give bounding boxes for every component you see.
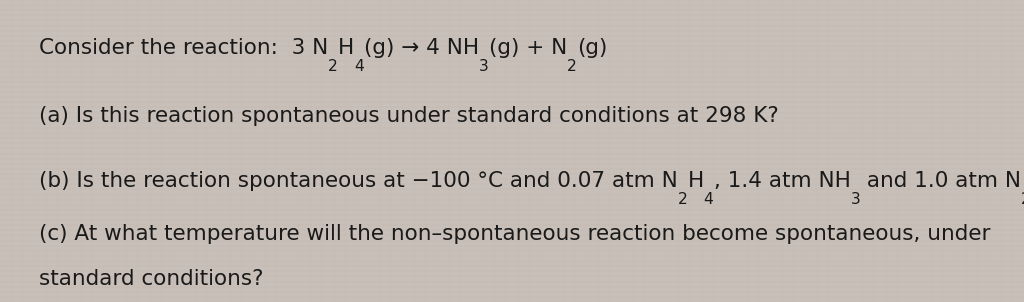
Text: (b) Is the reaction spontaneous at −100 °C and 0.07 atm N: (b) Is the reaction spontaneous at −100 …: [39, 171, 678, 191]
Text: 2: 2: [678, 192, 687, 207]
Text: and 1.0 atm N: and 1.0 atm N: [860, 171, 1021, 191]
Text: 4: 4: [703, 192, 714, 207]
Text: 2: 2: [567, 59, 577, 74]
Text: H: H: [338, 38, 354, 58]
Text: 2: 2: [328, 59, 338, 74]
Text: (a) Is this reaction spontaneous under standard conditions at 298 K?: (a) Is this reaction spontaneous under s…: [39, 106, 778, 126]
Text: (g) + N: (g) + N: [488, 38, 567, 58]
Text: , 1.4 atm NH: , 1.4 atm NH: [714, 171, 850, 191]
Text: 4: 4: [354, 59, 365, 74]
Text: standard conditions?: standard conditions?: [39, 269, 263, 289]
Text: (g): (g): [577, 38, 607, 58]
Text: 3: 3: [850, 192, 860, 207]
Text: (g) → 4 NH: (g) → 4 NH: [365, 38, 479, 58]
Text: Consider the reaction:  3 N: Consider the reaction: 3 N: [39, 38, 328, 58]
Text: (c) At what temperature will the non–spontaneous reaction become spontaneous, un: (c) At what temperature will the non–spo…: [39, 224, 990, 244]
Text: 3: 3: [479, 59, 488, 74]
Text: 2: 2: [1021, 192, 1024, 207]
Text: H: H: [687, 171, 703, 191]
